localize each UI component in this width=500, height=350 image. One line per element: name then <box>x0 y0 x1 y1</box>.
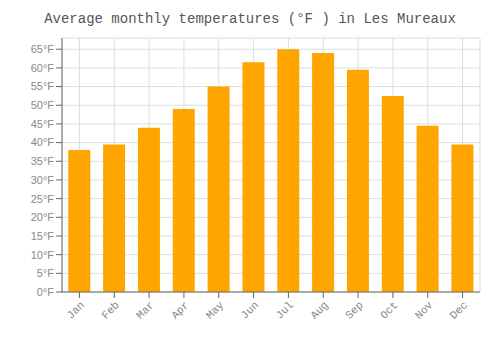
svg-text:Nov: Nov <box>413 299 436 322</box>
svg-text:20°F: 20°F <box>31 211 55 223</box>
svg-text:30°F: 30°F <box>31 174 55 186</box>
svg-text:10°F: 10°F <box>31 249 55 261</box>
svg-text:Aug: Aug <box>308 299 330 321</box>
svg-text:Sep: Sep <box>343 299 365 321</box>
svg-text:35°F: 35°F <box>31 155 55 167</box>
svg-text:55°F: 55°F <box>31 80 55 92</box>
svg-text:Feb: Feb <box>99 299 121 321</box>
svg-text:25°F: 25°F <box>31 193 55 205</box>
svg-text:Mar: Mar <box>134 299 156 321</box>
svg-text:65°F: 65°F <box>31 43 55 55</box>
svg-text:Jul: Jul <box>274 299 296 321</box>
svg-text:Jan: Jan <box>65 299 87 321</box>
svg-text:40°F: 40°F <box>31 136 55 148</box>
svg-text:60°F: 60°F <box>31 62 55 74</box>
html-text:Average monthly temperatures (: Average monthly temperatures (°F ) in Le… <box>44 11 456 27</box>
svg-text:Jun: Jun <box>239 299 261 321</box>
svg-text:50°F: 50°F <box>31 99 55 111</box>
svg-text:15°F: 15°F <box>31 230 55 242</box>
svg-text:5°F: 5°F <box>37 267 55 279</box>
svg-text:45°F: 45°F <box>31 118 55 130</box>
svg-text:May: May <box>204 299 227 322</box>
svg-text:Oct: Oct <box>378 299 400 321</box>
svg-text:Dec: Dec <box>448 299 470 321</box>
svg-text:0°F: 0°F <box>37 286 55 298</box>
svg-text:Apr: Apr <box>169 299 191 321</box>
